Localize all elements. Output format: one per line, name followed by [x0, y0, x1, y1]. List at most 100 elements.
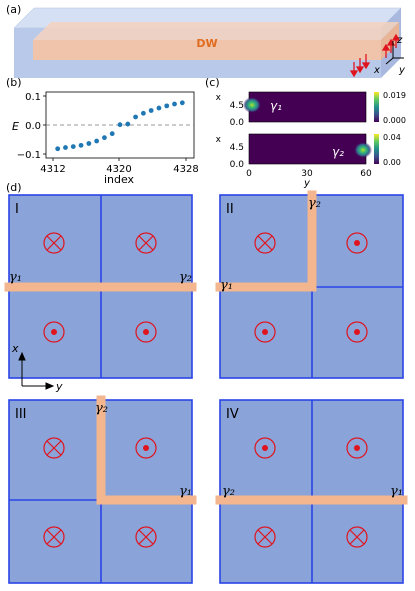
scatter-point: [109, 131, 115, 137]
scatter-point: [125, 121, 131, 127]
xtick-left: 4312: [40, 164, 65, 175]
ytick-top-00: 0.0: [230, 118, 245, 128]
heatmap-bottom-spot: [354, 142, 372, 158]
panel-c-top: γ₁ 4.5 0.0 x 0.019 0.000: [216, 91, 406, 128]
magnetization-out-icon: [135, 321, 157, 343]
magnetization-into-icon: [346, 526, 368, 548]
panel-d-x-label: x: [11, 342, 19, 355]
mode-label-top: γ₁: [270, 99, 282, 113]
ytick-bottom: −0.1: [17, 150, 41, 161]
c-xlabel: y: [303, 178, 311, 189]
magnetization-out-icon: [254, 321, 276, 343]
x-ticks: [52, 158, 187, 161]
panel-d-y-label: y: [55, 380, 63, 393]
magnetization-out-icon: [43, 321, 65, 343]
scatter-point: [172, 101, 177, 107]
scatter-point: [78, 142, 84, 148]
heatmap-top: [248, 91, 367, 123]
ytick-top-45: 4.5: [230, 101, 244, 111]
axis-z-label: z: [396, 35, 403, 46]
ytick-bottom-45: 4.5: [230, 143, 244, 153]
scatter-point: [70, 144, 76, 149]
config-panel-ii: II γ₁ γ₂: [215, 190, 404, 379]
heatmap-bottom: [248, 133, 367, 165]
dot-mark: [354, 445, 360, 451]
c-xtick-0: 0: [246, 169, 252, 179]
cross-stroke: [46, 529, 62, 545]
ylabel: E: [12, 120, 19, 133]
dot-mark: [51, 329, 57, 335]
magnetization-out-icon: [346, 232, 368, 254]
dw-label: DW: [196, 37, 217, 50]
magnetization-into-icon: [254, 526, 276, 548]
panel-b-chart: 0.1 0.0 −0.1 E 4312 4320 4328 index: [12, 91, 199, 186]
scatter-point: [94, 138, 100, 144]
cross-stroke: [257, 235, 273, 251]
magnetization-into-icon: [135, 232, 157, 254]
panel-b-label: (b): [6, 76, 22, 89]
scatter-point: [148, 108, 154, 113]
cross-stroke: [138, 529, 154, 545]
dot-mark: [354, 329, 360, 335]
config-roman-label: IV: [226, 407, 239, 422]
magnetization-out-icon: [135, 437, 157, 459]
majorana-mode-label: γ₂: [222, 484, 235, 499]
magnetization-into-icon: [254, 232, 276, 254]
panel-d-axes: [18, 351, 55, 390]
majorana-mode-label: γ₁: [179, 484, 192, 499]
xlabel: index: [104, 173, 135, 186]
config-roman-label: III: [15, 407, 27, 422]
magnetization-out-icon: [346, 321, 368, 343]
ylabel-top: x: [216, 93, 222, 103]
dot-mark: [262, 329, 268, 335]
scatter-point: [179, 100, 185, 106]
colorbar-top: [374, 92, 379, 122]
magnetization-into-icon: [135, 526, 157, 548]
heatmap-top-spot: [243, 97, 261, 113]
colorbar-top-min: 0.000: [383, 116, 406, 125]
colorbar-top-max: 0.019: [383, 91, 406, 100]
colorbar-bottom: [374, 134, 379, 164]
majorana-mode-label: γ₁: [220, 278, 233, 293]
dot-mark: [262, 445, 268, 451]
colorbar-bottom-min: 0.00: [383, 158, 401, 167]
axis-triad: [385, 41, 404, 65]
scatter-point: [164, 103, 170, 109]
majorana-mode-label: γ₁: [390, 484, 403, 499]
dot-mark: [143, 329, 149, 335]
xtick-right: 4328: [173, 164, 198, 175]
scatter-point: [156, 105, 162, 111]
majorana-mode-label: γ₁: [9, 270, 22, 285]
config-roman-label: II: [226, 202, 234, 217]
ytick-mid: 0.0: [25, 121, 41, 132]
c-xtick-60: 60: [360, 169, 372, 179]
config-panel-i: Iγ₁ γ₂: [4, 194, 197, 379]
magnetization-out-icon: [346, 437, 368, 459]
panel-c-bottom: γ₂ 4.5 0.0 x 0.04 0.00 0 30 60 y: [216, 133, 401, 189]
panel-a-slab: DW z x y: [13, 7, 406, 78]
scatter-point: [133, 114, 138, 120]
scatter-point: [63, 145, 68, 150]
c-xtick-30: 30: [301, 169, 313, 179]
spin-arrows: [349, 33, 401, 78]
ytick-bottom-00: 0.0: [230, 160, 245, 170]
panel-a-label: (a): [6, 3, 21, 16]
cross-stroke: [349, 529, 365, 545]
cross-stroke: [257, 529, 273, 545]
cross-stroke: [46, 440, 62, 456]
axis-x-label: x: [373, 65, 380, 76]
panel-d-label: (d): [6, 181, 22, 194]
magnetization-into-icon: [43, 437, 65, 459]
panel-d-grid: Iγ₁ γ₂ II γ₁ γ₂ III γ₂ γ₁ IV γ₂ γ₁: [4, 190, 408, 584]
cross-stroke: [46, 235, 62, 251]
cross-stroke: [138, 235, 154, 251]
y-ticks: [43, 95, 46, 155]
colorbar-bottom-max: 0.04: [383, 133, 401, 142]
ylabel-bottom: x: [216, 135, 222, 145]
scatter-points: [55, 100, 185, 152]
config-panel-iii: III γ₂ γ₁: [8, 395, 197, 584]
config-panel-iv: IV γ₂ γ₁: [215, 399, 408, 584]
domain-wall-top: [33, 22, 399, 40]
xtick-mid: 4320: [106, 164, 131, 175]
dot-mark: [354, 240, 360, 246]
